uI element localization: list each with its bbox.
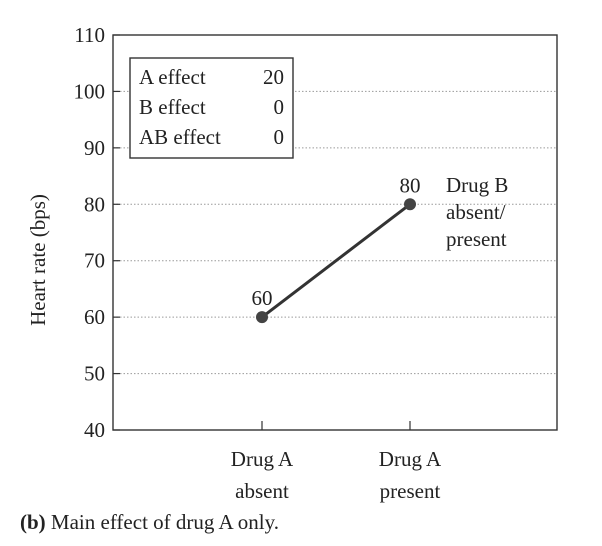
- point-label-0: 60: [252, 286, 273, 310]
- axes: [112, 34, 558, 431]
- caption-text: Main effect of drug A only.: [45, 510, 279, 534]
- y-ticks: 40 50 60 70 80 90 100 110: [74, 23, 120, 442]
- effect-value-0: 20: [263, 65, 284, 89]
- figure-caption: (b) Main effect of drug A only.: [20, 510, 279, 535]
- point-label-1: 80: [400, 173, 421, 197]
- effect-label-2: AB effect: [139, 125, 221, 149]
- y-tick-label-70: 70: [84, 249, 105, 273]
- y-tick-label-90: 90: [84, 136, 105, 160]
- y-axis-label: Heart rate (bps): [26, 194, 50, 326]
- y-tick-label-50: 50: [84, 362, 105, 386]
- y-tick-label-60: 60: [84, 305, 105, 329]
- effect-label-1: B effect: [139, 95, 206, 119]
- effect-value-2: 0: [274, 125, 285, 149]
- effects-box: A effect 20 B effect 0 AB effect 0: [129, 57, 294, 159]
- data-point-1: [404, 198, 416, 211]
- effects-box-frame: [129, 57, 294, 159]
- y-tick-label-80: 80: [84, 192, 105, 216]
- effect-value-1: 0: [274, 95, 285, 119]
- effect-label-0: A effect: [139, 65, 206, 89]
- data-point-0: [256, 311, 268, 324]
- series-line-0: [261, 203, 411, 319]
- y-tick-label-100: 100: [74, 79, 106, 103]
- plot-frame: [112, 34, 558, 431]
- caption-prefix: (b): [20, 510, 46, 534]
- y-tick-label-110: 110: [74, 23, 105, 47]
- y-tick-label-40: 40: [84, 418, 105, 442]
